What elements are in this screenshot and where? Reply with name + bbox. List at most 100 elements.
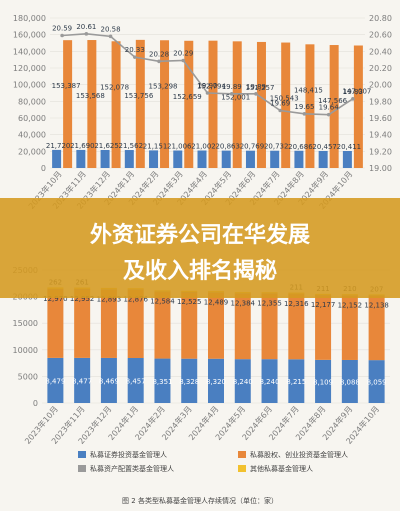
y-tick-left: 100,000	[13, 81, 46, 90]
stack-segment	[74, 288, 91, 358]
y-tick-right: 20.60	[369, 31, 392, 40]
stack-segment	[315, 359, 332, 403]
y-tick-right: 19.20	[369, 147, 392, 156]
data-label-securities: 8,477	[72, 377, 92, 385]
line-point	[254, 92, 258, 96]
data-label-average: 20.58	[101, 25, 121, 33]
bar-scale	[184, 40, 194, 169]
bar-scale	[256, 41, 266, 168]
stack-segment	[288, 293, 305, 360]
legend-swatch	[238, 465, 246, 472]
y-tick-left: 140,000	[13, 47, 46, 56]
bar-count	[76, 149, 86, 168]
line-point	[326, 112, 331, 117]
data-label-average: 20.28	[149, 50, 169, 58]
data-label-scale: 151,257	[245, 84, 274, 92]
data-label-count: 21,562	[119, 142, 144, 150]
bar-scale	[111, 41, 121, 168]
line-point	[351, 97, 355, 101]
stack-segment	[368, 360, 385, 403]
line-point	[278, 108, 282, 113]
bar-count	[124, 150, 134, 168]
line-point	[229, 92, 234, 96]
data-label-count: 21,151	[143, 142, 168, 150]
bar-scale	[305, 44, 315, 169]
y-tick-left: 80,000	[18, 97, 46, 106]
legend-swatch	[78, 451, 86, 458]
chart-top: 0 20,000 40,000 60,000 80,000 100,000 120,000 1…	[0, 0, 400, 215]
data-label-equity: 12,952	[70, 295, 95, 303]
data-label-scale: 152,001	[221, 93, 250, 101]
y-tick-left: 180,000	[13, 14, 46, 23]
data-label-average: 19.65	[294, 103, 314, 111]
stack-segment	[100, 357, 117, 403]
data-label-scale: 153,568	[76, 92, 105, 100]
line-point	[157, 59, 161, 64]
stack-segment	[261, 293, 278, 360]
stack-segment	[74, 357, 91, 403]
data-label-count: 20,457	[312, 143, 337, 151]
stack-segment	[341, 295, 358, 360]
y-tick-left: 160,000	[13, 31, 46, 40]
data-label-equity: 12,138	[364, 302, 389, 310]
legend-label: 私募资产配置类基金管理人	[90, 464, 174, 473]
data-label-average: 20.59	[52, 25, 72, 33]
data-label-count: 20,863	[215, 143, 240, 151]
data-label-equity: 12,177	[311, 301, 336, 309]
y-tick-right: 19.60	[369, 114, 392, 123]
data-label-scale: 153,387	[52, 82, 81, 90]
data-label-average: 20.29	[173, 50, 193, 58]
data-label-average: 19.64	[319, 104, 340, 112]
data-label-scale: 150,543	[270, 95, 299, 103]
bar-scale	[63, 40, 73, 168]
y-tick-left: 60,000	[18, 114, 46, 123]
y-tick-left: 20,000	[18, 147, 46, 156]
data-label-equity: 12,489	[204, 298, 229, 306]
data-label-equity: 12,384	[231, 299, 256, 307]
stack-segment	[234, 359, 251, 403]
stack-segment	[181, 292, 198, 359]
stack-segment	[127, 289, 144, 359]
y-tick-right: 20.40	[369, 47, 392, 56]
banner-line-2: 及收入排名揭秘	[123, 258, 277, 284]
line-point	[302, 112, 307, 116]
stack-segment	[100, 289, 117, 358]
bar-count	[221, 150, 231, 168]
data-label-scale: 147,007	[342, 87, 371, 95]
stack-segment	[208, 292, 224, 359]
y-tick-left: 40,000	[18, 131, 46, 140]
data-label-scale: 152,659	[173, 93, 202, 101]
data-label-scale: 148,415	[294, 86, 323, 94]
banner-background	[0, 198, 400, 298]
data-label-scale: 147,566	[318, 97, 347, 105]
data-label-count: 20,769	[240, 143, 265, 151]
y-tick-left: 0	[41, 164, 46, 173]
bar-count	[342, 150, 352, 168]
bar-scale	[353, 45, 363, 168]
stack-segment	[181, 358, 198, 403]
y-tick-right: 19.00	[369, 164, 392, 173]
data-label-average: 19.89	[222, 83, 242, 91]
data-label-average: 19.69	[270, 100, 290, 108]
data-label-scale: 152,078	[100, 83, 129, 91]
data-label-count: 20,411	[337, 143, 362, 151]
stack-segment	[288, 359, 305, 403]
bar-count	[197, 150, 207, 168]
data-label-scale: 152,794	[197, 83, 226, 91]
stack-segment	[47, 357, 64, 403]
bar-count	[270, 150, 280, 168]
data-label-count: 21,720	[46, 142, 71, 150]
bar-count	[294, 150, 304, 168]
title-banner: 外资证券公司在华发展 及收入排名揭秘	[0, 198, 400, 298]
y-tick: 5000	[18, 372, 38, 381]
bar-count	[173, 150, 183, 168]
data-label-securities: 8,479	[45, 377, 65, 385]
data-label-equity: 12,316	[284, 300, 309, 308]
data-label-equity: 12,893	[97, 295, 122, 303]
bar-count	[318, 150, 328, 168]
data-label-securities: 8,351	[152, 378, 172, 386]
data-label-securities: 8,059	[367, 379, 387, 387]
bar-count	[100, 149, 110, 168]
data-label-count: 20,686	[288, 143, 313, 151]
